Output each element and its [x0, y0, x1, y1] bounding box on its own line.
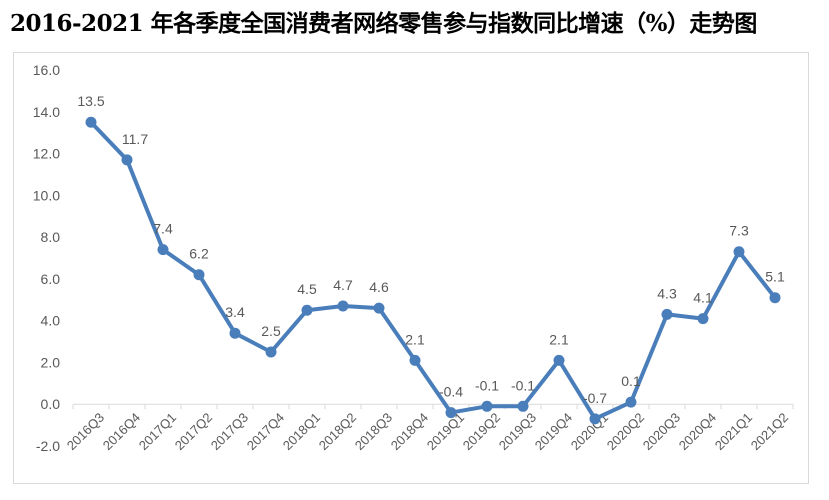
data-point	[409, 354, 421, 366]
x-tick-label: 2017Q3	[208, 410, 251, 453]
data-label: 6.2	[189, 246, 209, 262]
data-point	[301, 304, 313, 316]
x-tick-label: 2018Q3	[352, 410, 395, 453]
data-point	[661, 308, 673, 320]
data-point	[697, 313, 709, 325]
data-point	[121, 154, 133, 166]
series-line	[89, 120, 777, 421]
data-label: -0.1	[475, 377, 499, 393]
data-point	[265, 346, 277, 358]
data-label: 4.6	[369, 279, 389, 295]
data-point	[517, 400, 529, 412]
data-point	[373, 302, 385, 314]
chart-frame	[13, 52, 809, 484]
x-tick-label: 2018Q2	[316, 410, 359, 453]
y-tick-label: -2.0	[36, 438, 60, 454]
y-tick-label: 4.0	[41, 313, 61, 329]
x-tick-label: 2016Q3	[64, 410, 107, 453]
data-label: 7.4	[153, 221, 173, 237]
data-label: 11.7	[122, 131, 148, 147]
chart-title: 2016-2021 年各季度全国消费者网络零售参与指数同比增速（%）走势图	[10, 10, 757, 37]
data-point	[229, 327, 241, 339]
y-tick-label: 10.0	[33, 187, 60, 203]
data-label: 4.1	[693, 290, 713, 306]
x-tick-label: 2018Q4	[388, 410, 431, 453]
x-tick-label: 2020Q2	[604, 410, 647, 453]
data-point	[445, 407, 457, 419]
data-label: 2.1	[549, 331, 569, 347]
data-label: 4.5	[297, 281, 317, 297]
data-label: -0.4	[439, 384, 463, 400]
data-label: 4.3	[657, 285, 677, 301]
data-label: 13.5	[77, 93, 104, 109]
data-point	[157, 244, 169, 256]
data-label: -0.1	[511, 377, 535, 393]
data-point	[193, 269, 205, 281]
y-tick-label: 8.0	[41, 229, 61, 245]
data-label: 4.7	[333, 277, 353, 293]
y-tick-label: 6.0	[41, 271, 61, 287]
data-label: 2.1	[405, 331, 425, 347]
x-tick-label: 2019Q1	[424, 410, 467, 453]
data-point	[337, 300, 349, 312]
data-point	[553, 354, 565, 366]
y-tick-label: 16.0	[33, 62, 60, 78]
y-tick-label: 0.0	[41, 396, 61, 412]
x-tick-label: 2016Q4	[100, 410, 143, 453]
x-tick-label: 2021Q1	[712, 410, 755, 453]
data-label: 0.1	[621, 373, 641, 389]
data-label: 2.5	[261, 323, 281, 339]
x-tick-label: 2017Q4	[244, 410, 287, 453]
y-tick-label: 14.0	[33, 104, 60, 120]
x-tick-label: 2020Q4	[676, 410, 719, 453]
data-point	[589, 413, 601, 425]
data-label: 7.3	[729, 223, 749, 239]
x-tick-label: 2017Q1	[136, 410, 179, 453]
y-tick-label: 12.0	[33, 146, 60, 162]
data-label: -0.7	[583, 390, 607, 406]
x-tick-label: 2019Q4	[532, 410, 575, 453]
x-tick-label: 2019Q2	[460, 410, 503, 453]
data-label: 3.4	[225, 304, 245, 320]
data-label: 5.1	[765, 269, 785, 285]
data-point	[625, 396, 637, 408]
x-tick-label: 2019Q3	[496, 410, 539, 453]
y-tick-label: 2.0	[41, 354, 61, 370]
data-point	[481, 400, 493, 412]
data-point	[85, 116, 97, 128]
x-tick-label: 2020Q3	[640, 410, 683, 453]
x-tick-label: 2018Q1	[280, 410, 323, 453]
x-tick-label: 2017Q2	[172, 410, 215, 453]
x-tick-label: 2021Q2	[748, 410, 791, 453]
data-point	[769, 292, 781, 304]
data-point	[733, 246, 745, 258]
